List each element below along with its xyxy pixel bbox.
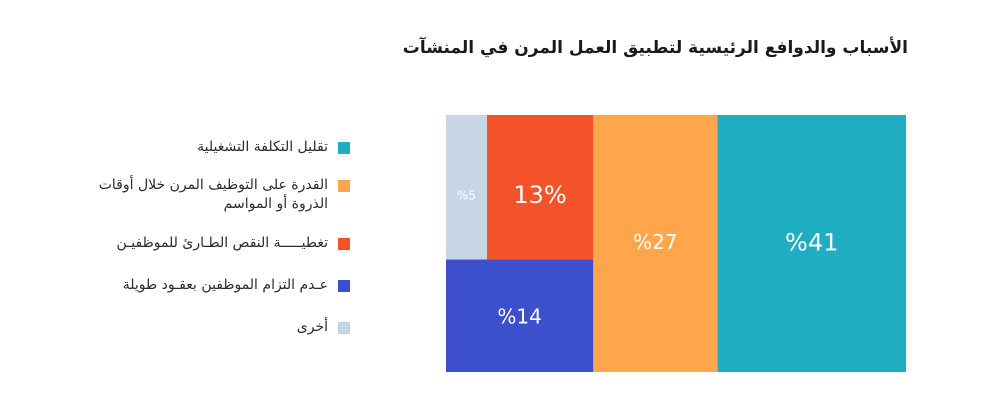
segment-other xyxy=(446,115,487,260)
legend-swatch xyxy=(338,238,350,250)
legend-item-other: أخرى xyxy=(40,318,350,337)
segment-operating-cost xyxy=(717,115,906,372)
segment-staff-shortage-label: 13% xyxy=(513,181,566,209)
segment-operating-cost-label: %41 xyxy=(785,229,838,257)
legend-label: القدرة على التوظيف المرن خلال أوقات الذر… xyxy=(98,177,328,212)
legend-label: تغطيـــــة النقص الطـارئ للموظفيـن xyxy=(116,235,329,251)
treemap-chart: %41 %27 13% %5 %14 xyxy=(446,115,906,372)
legend-swatch xyxy=(338,142,350,154)
segment-staff-shortage xyxy=(486,115,594,260)
segment-flexible-hiring-label: %27 xyxy=(633,230,677,254)
legend-item-flexible-hiring: القدرة على التوظيف المرن خلال أوقات الذر… xyxy=(40,176,350,214)
legend-item-operating-cost: تقليل التكلفة التشغيلية xyxy=(40,138,350,157)
legend-swatch xyxy=(338,180,350,192)
segment-other-label: %5 xyxy=(457,188,476,202)
chart-title: الأسباب والدوافع الرئيسية لتطبيق العمل ا… xyxy=(402,38,908,58)
legend-item-staff-shortage: تغطيـــــة النقص الطـارئ للموظفيـن xyxy=(40,234,350,253)
legend-swatch xyxy=(338,322,350,334)
legend-swatch xyxy=(338,280,350,292)
segment-flexible-hiring xyxy=(593,115,718,372)
legend-label: عـدم التزام الموظفين بعقـود طويلة xyxy=(122,277,328,293)
legend-label: تقليل التكلفة التشغيلية xyxy=(197,139,328,155)
legend-label: أخرى xyxy=(296,319,328,335)
treemap-svg: %41 %27 13% %5 %14 xyxy=(446,115,906,372)
segment-long-contracts xyxy=(446,259,594,372)
legend-item-long-contracts: عـدم التزام الموظفين بعقـود طويلة xyxy=(40,276,350,295)
segment-long-contracts-label: %14 xyxy=(497,305,541,329)
